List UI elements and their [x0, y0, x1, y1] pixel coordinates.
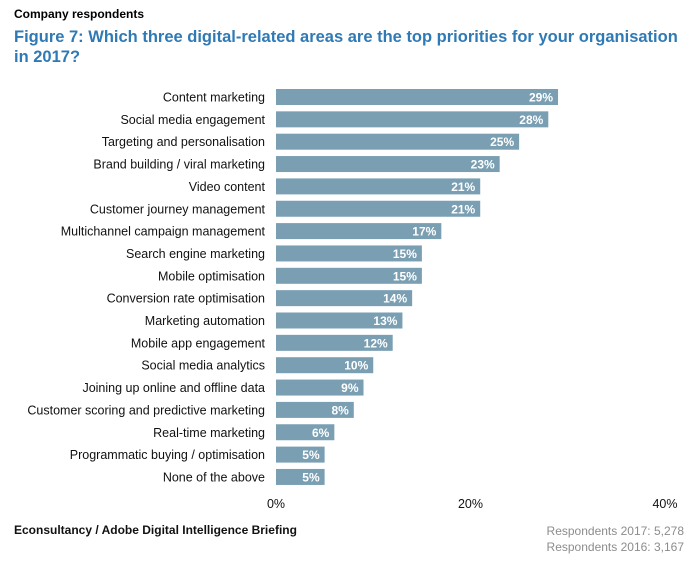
- bar: [276, 357, 374, 374]
- bar: [276, 401, 354, 418]
- bar-value-label: 13%: [373, 314, 397, 328]
- bar: [276, 424, 335, 441]
- bar-value-label: 6%: [312, 426, 330, 440]
- bar-value-label: 8%: [331, 403, 349, 417]
- category-label: Mobile app engagement: [131, 336, 266, 350]
- bar: [276, 446, 325, 463]
- category-label: Programmatic buying / optimisation: [70, 448, 265, 462]
- bar: [276, 111, 549, 128]
- bar: [276, 156, 500, 173]
- bar-value-label: 21%: [451, 180, 475, 194]
- bar-value-label: 14%: [383, 292, 407, 306]
- respondents-label: Company respondents: [14, 7, 145, 21]
- bar-value-label: 12%: [364, 336, 388, 350]
- bar: [276, 223, 442, 240]
- bar: [276, 334, 393, 351]
- bar: [276, 267, 422, 284]
- bar-value-label: 10%: [344, 359, 368, 373]
- chart-title: Figure 7: Which three digital-related ar…: [14, 28, 678, 66]
- category-label: Conversion rate optimisation: [107, 292, 265, 306]
- category-label: Marketing automation: [145, 314, 265, 328]
- bar: [276, 89, 559, 105]
- source-note: Econsultancy / Adobe Digital Intelligenc…: [14, 523, 297, 537]
- bar-value-label: 25%: [490, 135, 514, 149]
- category-label: Mobile optimisation: [158, 269, 265, 283]
- bar-value-label: 15%: [393, 247, 417, 261]
- category-label: Targeting and personalisation: [102, 135, 265, 149]
- bar-value-label: 9%: [341, 381, 359, 395]
- bar-chart: Content marketing 29% Social media engagem…: [27, 89, 678, 511]
- bar: [276, 290, 413, 307]
- category-label: Real-time marketing: [153, 426, 265, 440]
- category-label: Multichannel campaign management: [61, 225, 266, 239]
- bar: [276, 312, 403, 329]
- category-label: Customer journey management: [90, 202, 266, 216]
- bar-value-label: 21%: [451, 202, 475, 216]
- category-label: Social media engagement: [120, 113, 265, 127]
- bar: [276, 468, 325, 485]
- bar-value-label: 28%: [519, 113, 543, 127]
- bar: [276, 245, 422, 262]
- category-label: None of the above: [163, 470, 265, 484]
- bar-value-label: 17%: [412, 225, 436, 239]
- x-tick-label: 0%: [267, 497, 285, 511]
- respondents-2017: Respondents 2017: 5,278: [546, 524, 684, 538]
- respondents-note: Respondents 2017: 5,278 Respondents 2016…: [547, 523, 684, 555]
- bar: [276, 133, 520, 150]
- x-tick-label: 20%: [458, 497, 483, 511]
- category-label: Search engine marketing: [126, 247, 265, 261]
- bar-value-label: 29%: [529, 91, 553, 105]
- category-label: Social media analytics: [141, 359, 265, 373]
- bar-value-label: 5%: [302, 448, 320, 462]
- bar: [276, 200, 481, 217]
- category-label: Content marketing: [163, 91, 265, 105]
- bar-value-label: 15%: [393, 269, 417, 283]
- category-label: Brand building / viral marketing: [93, 158, 265, 172]
- bar: [276, 178, 481, 195]
- respondents-2016: Respondents 2016: 3,167: [546, 540, 684, 554]
- bar-value-label: 5%: [302, 470, 320, 484]
- category-label: Joining up online and offline data: [82, 381, 265, 395]
- bar: [276, 379, 364, 396]
- category-label: Video content: [189, 180, 266, 194]
- x-tick-label: 40%: [652, 497, 677, 511]
- category-label: Customer scoring and predictive marketin…: [27, 403, 265, 417]
- bar-value-label: 23%: [471, 158, 495, 172]
